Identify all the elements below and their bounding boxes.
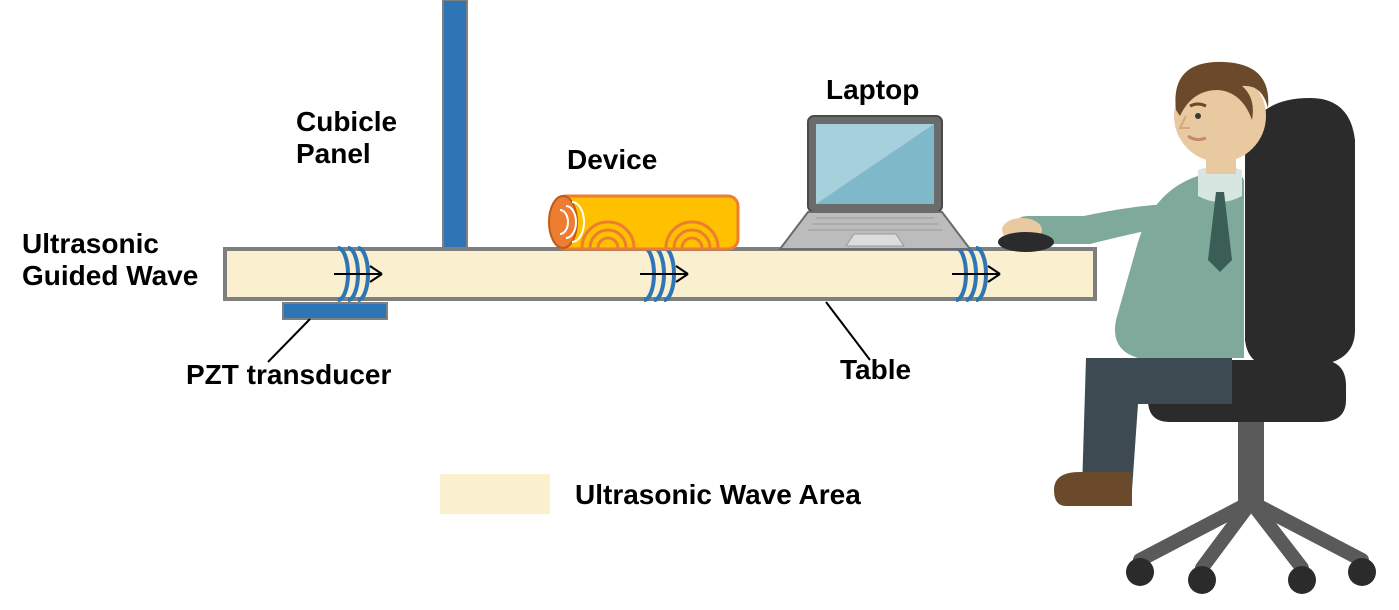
diagram-svg bbox=[0, 0, 1399, 610]
legend-swatch bbox=[440, 474, 550, 514]
diagram-stage: Ultrasonic Guided Wave Cubicle Panel Dev… bbox=[0, 0, 1399, 610]
cubicle-panel bbox=[443, 0, 467, 249]
label-cubicle-panel: Cubicle Panel bbox=[296, 106, 397, 170]
label-table: Table bbox=[840, 354, 911, 386]
label-laptop: Laptop bbox=[826, 74, 919, 106]
label-pzt-transducer: PZT transducer bbox=[186, 359, 391, 391]
label-ultrasonic-guided-wave: Ultrasonic Guided Wave bbox=[22, 228, 198, 292]
table-lead-line bbox=[826, 302, 870, 360]
pzt-lead-line bbox=[268, 319, 310, 362]
label-device: Device bbox=[567, 144, 657, 176]
laptop-icon bbox=[780, 116, 970, 249]
person-at-desk bbox=[998, 62, 1376, 594]
pzt-transducer bbox=[283, 303, 387, 319]
device bbox=[549, 196, 738, 249]
label-legend: Ultrasonic Wave Area bbox=[575, 479, 861, 511]
